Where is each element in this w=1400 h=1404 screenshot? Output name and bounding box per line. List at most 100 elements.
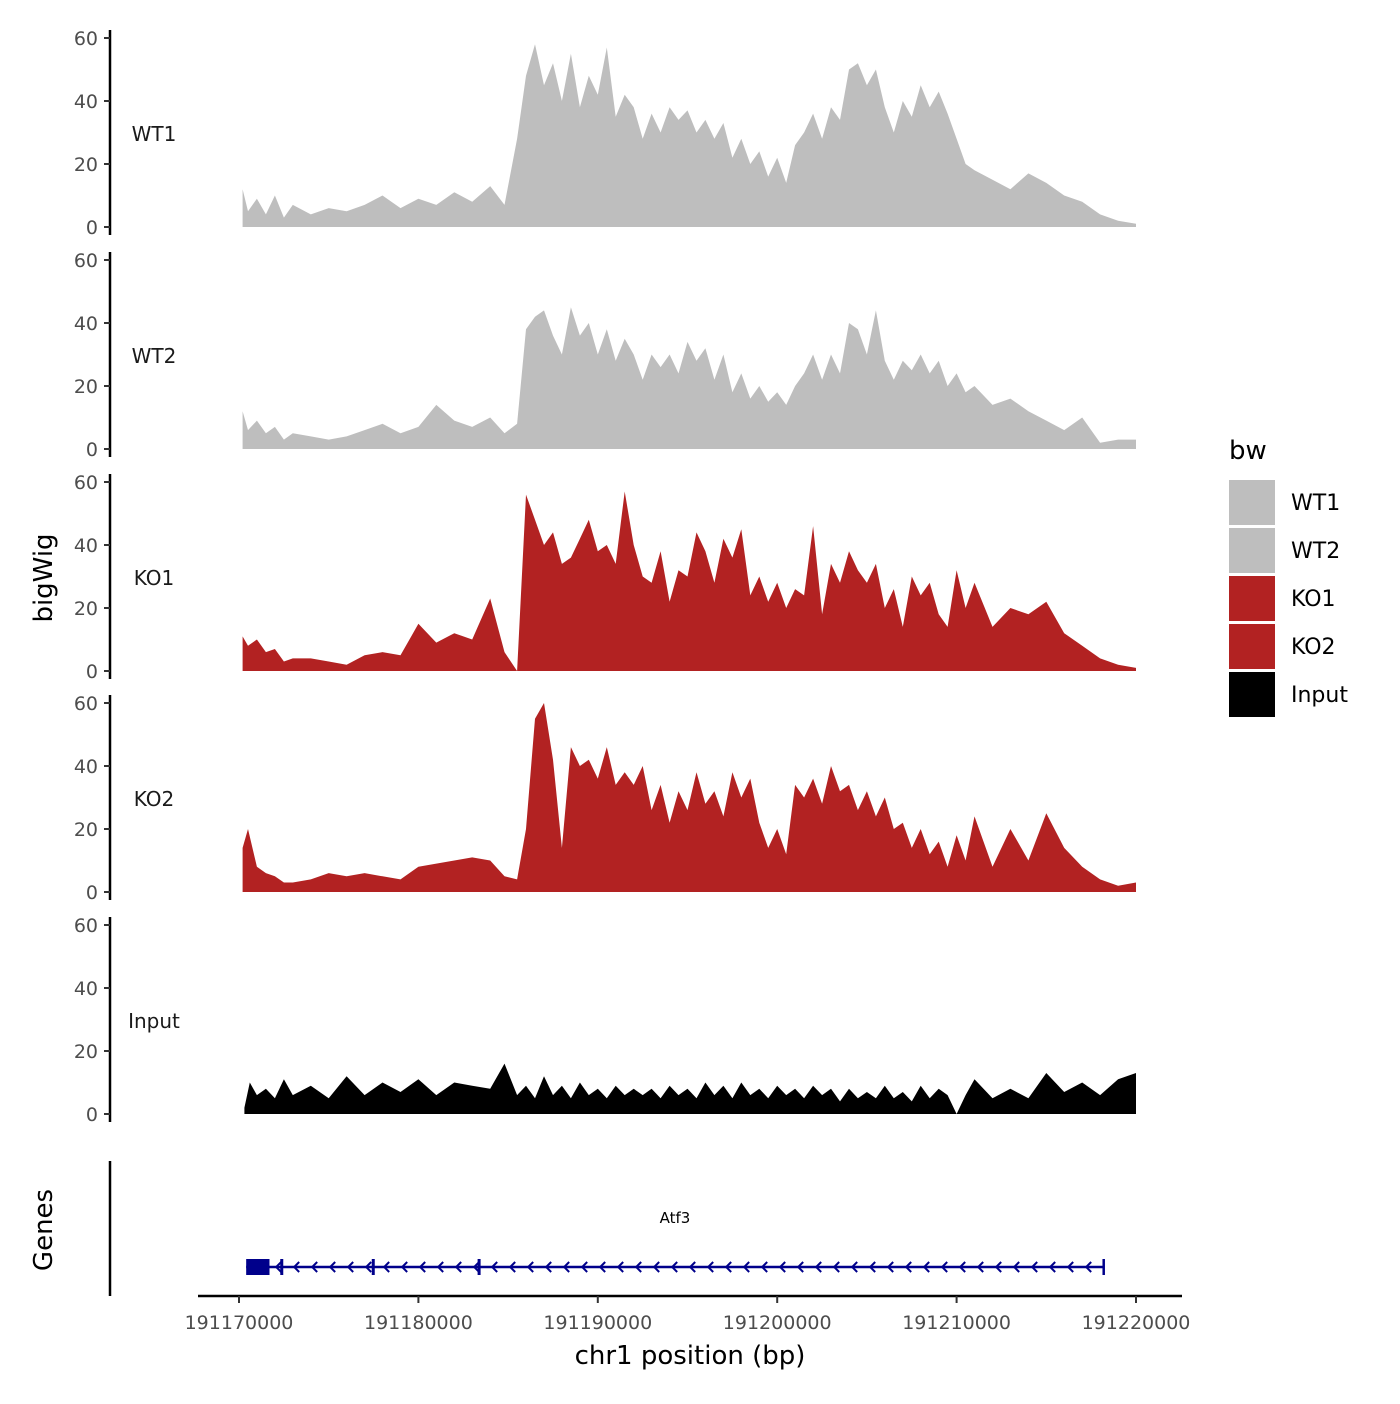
strand-arrow-icon: [778, 1261, 786, 1273]
strand-arrow-icon: [796, 1261, 804, 1273]
strand-arrow-icon: [958, 1261, 966, 1273]
y-tick-label: 0: [86, 882, 98, 904]
strand-arrow-icon: [994, 1261, 1002, 1273]
strand-arrow-icon: [508, 1261, 516, 1273]
exon: [477, 1259, 481, 1275]
gene-label-atf3: Atf3: [660, 1209, 691, 1227]
y-tick-label: 20: [74, 819, 98, 841]
strand-arrow-icon: [814, 1261, 822, 1273]
track-label-input: Input: [128, 1009, 180, 1033]
track-label-wt1: WT1: [132, 122, 177, 146]
legend-label-input: Input: [1291, 683, 1348, 708]
strand-arrow-icon: [1084, 1261, 1092, 1273]
y-tick-label: 20: [74, 598, 98, 620]
strand-arrow-icon: [1012, 1261, 1020, 1273]
strand-arrow-icon: [526, 1261, 534, 1273]
legend-label-ko1: KO1: [1291, 587, 1336, 612]
strand-arrow-icon: [832, 1261, 840, 1273]
legend-swatch-wt2: [1229, 528, 1275, 573]
strand-arrow-icon: [616, 1261, 624, 1273]
strand-arrow-icon: [328, 1261, 336, 1273]
strand-arrow-icon: [760, 1261, 768, 1273]
strand-arrow-icon: [562, 1261, 570, 1273]
area-wt1: [242, 44, 1137, 227]
exon: [246, 1259, 270, 1275]
legend-label-wt2: WT2: [1291, 539, 1340, 564]
strand-arrow-icon: [544, 1261, 552, 1273]
strand-arrow-icon: [436, 1261, 444, 1273]
y-tick-label: 0: [86, 439, 98, 461]
y-tick-label: 40: [74, 535, 98, 557]
x-tick-label: 191210000: [902, 1312, 1011, 1334]
y-tick-label: 20: [74, 1041, 98, 1063]
strand-arrow-icon: [400, 1261, 408, 1273]
y-axis-title: bigWig: [29, 533, 59, 622]
x-tick-label: 191170000: [185, 1312, 294, 1334]
y-tick-label: 60: [74, 28, 98, 50]
legend-title: bw: [1229, 436, 1267, 466]
y-tick-label: 60: [74, 472, 98, 494]
strand-arrow-icon: [940, 1261, 948, 1273]
track-label-ko1: KO1: [134, 566, 175, 590]
strand-arrow-icon: [886, 1261, 894, 1273]
strand-arrow-icon: [976, 1261, 984, 1273]
area-input: [244, 1063, 1136, 1114]
area-ko1: [242, 491, 1137, 671]
y-tick-label: 0: [86, 1104, 98, 1126]
x-axis-title: chr1 position (bp): [575, 1341, 806, 1371]
legend-swatch-input: [1229, 672, 1275, 717]
strand-arrow-icon: [274, 1261, 282, 1273]
strand-arrow-icon: [1048, 1261, 1056, 1273]
area-wt2: [242, 307, 1137, 449]
exon: [371, 1259, 375, 1275]
x-tick-label: 191190000: [543, 1312, 652, 1334]
x-tick-label: 191220000: [1082, 1312, 1191, 1334]
strand-arrow-icon: [1030, 1261, 1038, 1273]
strand-arrow-icon: [454, 1261, 462, 1273]
strand-arrow-icon: [472, 1261, 480, 1273]
strand-arrow-icon: [706, 1261, 714, 1273]
strand-arrow-icon: [724, 1261, 732, 1273]
strand-arrow-icon: [382, 1261, 390, 1273]
area-ko2: [242, 703, 1137, 892]
y-tick-label: 40: [74, 978, 98, 1000]
x-tick-label: 191180000: [364, 1312, 473, 1334]
strand-arrow-icon: [580, 1261, 588, 1273]
x-tick-label: 191200000: [723, 1312, 832, 1334]
strand-arrow-icon: [1066, 1261, 1074, 1273]
strand-arrow-icon: [346, 1261, 354, 1273]
y-tick-label: 20: [74, 154, 98, 176]
strand-arrow-icon: [868, 1261, 876, 1273]
y-tick-label: 60: [74, 693, 98, 715]
strand-arrow-icon: [310, 1261, 318, 1273]
legend-swatch-wt1: [1229, 480, 1275, 525]
legend-swatch-ko2: [1229, 624, 1275, 669]
strand-arrow-icon: [904, 1261, 912, 1273]
strand-arrow-icon: [688, 1261, 696, 1273]
genes-axis-title: Genes: [29, 1189, 59, 1271]
strand-arrow-icon: [598, 1261, 606, 1273]
strand-arrow-icon: [490, 1261, 498, 1273]
y-tick-label: 40: [74, 313, 98, 335]
y-tick-label: 40: [74, 756, 98, 778]
y-tick-label: 0: [86, 661, 98, 683]
y-tick-label: 0: [86, 217, 98, 239]
strand-arrow-icon: [418, 1261, 426, 1273]
y-tick-label: 20: [74, 376, 98, 398]
strand-arrow-icon: [670, 1261, 678, 1273]
legend-label-wt1: WT1: [1291, 491, 1340, 516]
strand-arrow-icon: [364, 1261, 372, 1273]
y-tick-label: 60: [74, 250, 98, 272]
strand-arrow-icon: [742, 1261, 750, 1273]
legend-label-ko2: KO2: [1291, 635, 1336, 660]
y-tick-label: 40: [74, 91, 98, 113]
track-label-ko2: KO2: [134, 787, 175, 811]
strand-arrow-icon: [634, 1261, 642, 1273]
strand-arrow-icon: [292, 1261, 300, 1273]
legend-swatch-ko1: [1229, 576, 1275, 621]
strand-arrow-icon: [922, 1261, 930, 1273]
strand-arrow-icon: [850, 1261, 858, 1273]
track-label-wt2: WT2: [132, 344, 177, 368]
